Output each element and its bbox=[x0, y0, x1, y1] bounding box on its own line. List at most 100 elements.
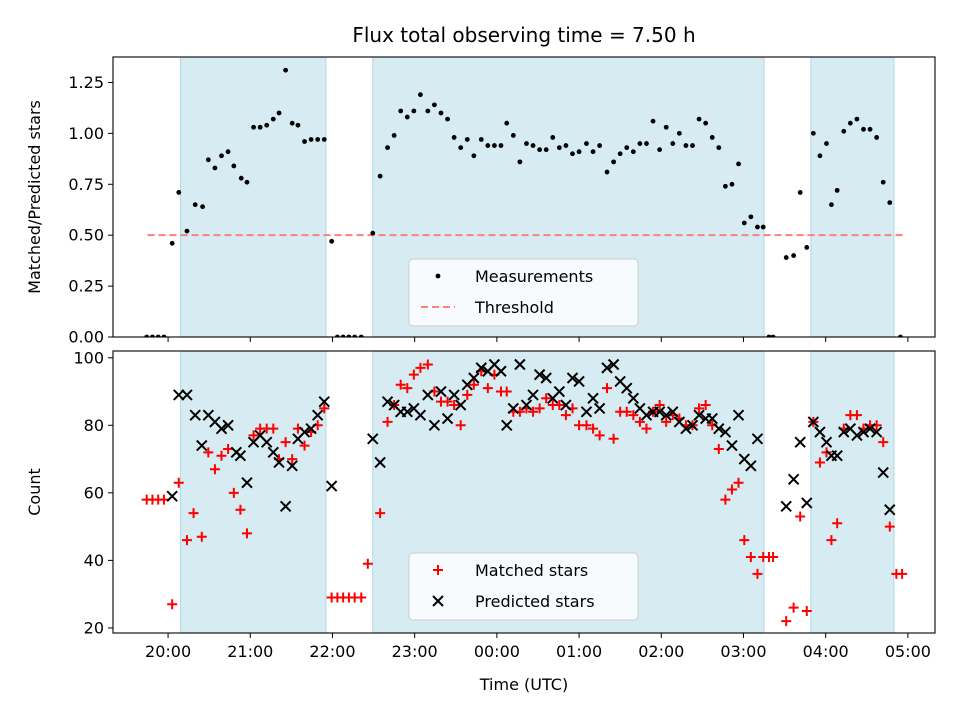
data-point bbox=[234, 449, 247, 462]
data-point bbox=[283, 67, 289, 73]
data-point bbox=[181, 535, 192, 546]
legend: Measurements Threshold bbox=[408, 258, 639, 327]
data-point bbox=[857, 426, 870, 438]
legend-marker bbox=[435, 273, 441, 279]
y-tick-label: 1.25 bbox=[68, 73, 104, 92]
data-point bbox=[576, 149, 582, 155]
data-point bbox=[604, 169, 610, 175]
data-point bbox=[295, 122, 301, 128]
legend-label: Predicted stars bbox=[475, 592, 595, 611]
data-point bbox=[628, 410, 639, 421]
data-point bbox=[196, 439, 208, 452]
data-point bbox=[181, 389, 193, 401]
data-point bbox=[768, 552, 779, 563]
data-point bbox=[634, 416, 645, 427]
y-tick-label: 20 bbox=[84, 618, 104, 637]
data-point bbox=[158, 494, 169, 505]
data-point bbox=[438, 110, 444, 116]
data-point bbox=[449, 400, 460, 411]
data-point bbox=[861, 126, 866, 132]
data-point bbox=[745, 552, 756, 563]
data-point bbox=[794, 436, 806, 448]
data-point bbox=[851, 429, 863, 442]
data-point bbox=[510, 133, 516, 138]
data-point bbox=[608, 433, 619, 444]
data-point bbox=[155, 334, 161, 337]
data-point bbox=[448, 389, 460, 401]
data-point bbox=[329, 238, 335, 244]
data-point bbox=[801, 606, 812, 617]
data-point bbox=[640, 409, 653, 421]
data-point bbox=[543, 147, 549, 153]
data-point bbox=[264, 122, 270, 128]
data-point bbox=[315, 137, 321, 142]
legend-box bbox=[408, 552, 639, 621]
data-point bbox=[751, 433, 764, 445]
data-point bbox=[713, 422, 725, 435]
data-point bbox=[877, 466, 889, 479]
x-tick-label: 00:00 bbox=[474, 642, 520, 661]
x-tick-label: 02:00 bbox=[638, 642, 684, 661]
data-point bbox=[241, 528, 252, 539]
data-point bbox=[305, 422, 317, 435]
data-point bbox=[451, 135, 457, 140]
data-point bbox=[556, 145, 562, 151]
data-point bbox=[587, 392, 599, 404]
data-point bbox=[219, 153, 224, 159]
data-point bbox=[238, 175, 244, 181]
data-point bbox=[854, 116, 860, 122]
data-point bbox=[617, 151, 623, 157]
data-point bbox=[560, 410, 571, 421]
data-point bbox=[683, 143, 689, 148]
observing-interval-shade bbox=[810, 56, 895, 338]
data-point bbox=[788, 602, 799, 613]
data-point bbox=[144, 334, 150, 337]
data-point bbox=[468, 372, 480, 384]
data-point bbox=[657, 147, 663, 153]
observing-interval-shade bbox=[810, 350, 895, 634]
data-point bbox=[709, 135, 715, 140]
data-point bbox=[471, 153, 477, 159]
data-point bbox=[422, 359, 433, 370]
data-point bbox=[492, 143, 497, 148]
x-tick-label: 23:00 bbox=[392, 642, 438, 661]
data-point bbox=[377, 173, 383, 179]
data-point bbox=[838, 426, 850, 438]
data-point bbox=[841, 128, 847, 134]
data-point bbox=[261, 436, 273, 448]
y-axis-label: Matched/Predicted stars bbox=[25, 100, 44, 294]
data-point bbox=[485, 143, 491, 148]
data-point bbox=[560, 399, 572, 411]
observing-interval-shade bbox=[179, 56, 327, 338]
data-point bbox=[716, 145, 722, 151]
data-point bbox=[573, 375, 585, 388]
data-point bbox=[729, 181, 735, 187]
data-point bbox=[414, 409, 427, 421]
data-point bbox=[884, 504, 896, 516]
data-point bbox=[442, 396, 453, 407]
data-point bbox=[415, 362, 426, 373]
data-point bbox=[222, 419, 234, 432]
data-point bbox=[898, 334, 903, 337]
data-point bbox=[454, 399, 467, 411]
data-point bbox=[215, 422, 228, 435]
data-point bbox=[166, 490, 178, 502]
observing-interval-shade bbox=[179, 350, 327, 634]
data-point bbox=[458, 145, 464, 151]
chart-title: Flux total observing time = 7.50 h bbox=[352, 23, 695, 47]
data-point bbox=[703, 120, 709, 126]
x-tick-label: 05:00 bbox=[885, 642, 931, 661]
data-point bbox=[706, 412, 718, 425]
data-point bbox=[780, 500, 792, 513]
data-point bbox=[375, 508, 386, 519]
data-point bbox=[733, 477, 744, 488]
data-point bbox=[739, 535, 750, 546]
data-point bbox=[235, 504, 246, 515]
data-point bbox=[810, 130, 816, 136]
data-point bbox=[422, 389, 434, 401]
data-point bbox=[270, 116, 276, 122]
data-point bbox=[720, 494, 731, 505]
data-point bbox=[169, 240, 175, 246]
data-point bbox=[279, 500, 292, 513]
data-point bbox=[581, 420, 592, 431]
